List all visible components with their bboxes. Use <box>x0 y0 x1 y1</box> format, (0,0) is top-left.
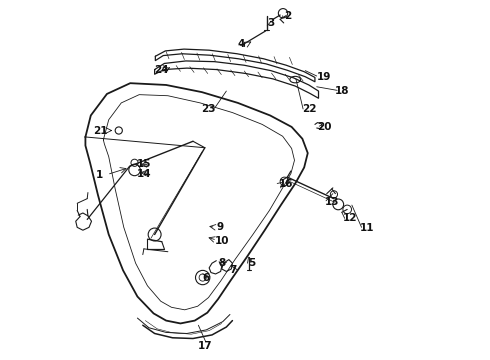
Text: 14: 14 <box>137 168 152 179</box>
Text: 20: 20 <box>317 122 331 132</box>
Text: 5: 5 <box>248 258 256 268</box>
Text: 19: 19 <box>317 72 331 82</box>
Text: 8: 8 <box>218 258 225 268</box>
Text: 12: 12 <box>343 213 357 223</box>
Text: 10: 10 <box>215 236 229 246</box>
Text: 22: 22 <box>302 104 317 114</box>
Text: 6: 6 <box>202 273 209 283</box>
Text: 9: 9 <box>216 222 223 232</box>
Text: 23: 23 <box>201 104 216 114</box>
Text: 7: 7 <box>229 265 236 275</box>
Text: 3: 3 <box>267 18 274 28</box>
Text: 2: 2 <box>284 11 291 21</box>
Text: 21: 21 <box>94 126 108 135</box>
Text: 16: 16 <box>279 179 294 189</box>
Text: 11: 11 <box>360 224 374 233</box>
Text: 15: 15 <box>137 159 151 169</box>
Text: 17: 17 <box>198 341 213 351</box>
Text: 1: 1 <box>96 170 103 180</box>
Text: 24: 24 <box>154 64 169 75</box>
Text: 18: 18 <box>335 86 349 96</box>
Text: 4: 4 <box>238 40 245 49</box>
Text: 13: 13 <box>324 197 339 207</box>
